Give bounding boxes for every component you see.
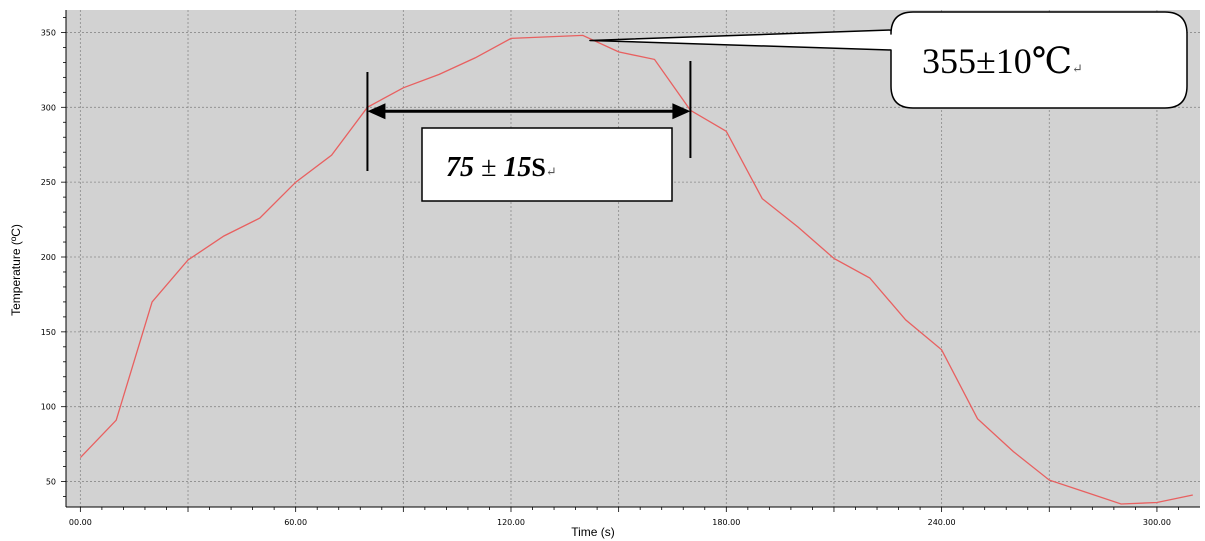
- y-tick-label: 300: [41, 103, 56, 112]
- x-tick-label: 120.00: [497, 518, 525, 527]
- x-tick-label: 60.00: [284, 518, 307, 527]
- duration-pm: ±: [481, 152, 496, 183]
- duration-value: 15: [503, 152, 531, 183]
- y-tick-label: 250: [41, 178, 56, 187]
- axes: [61, 10, 1200, 512]
- y-tick-label: 100: [41, 403, 56, 412]
- duration-arrowhead-right: [672, 103, 691, 120]
- peak-number: 355: [922, 41, 976, 81]
- x-tick-label: 300.00: [1143, 518, 1171, 527]
- peak-value: 10: [996, 41, 1032, 81]
- peak-return-mark: ↵: [1072, 61, 1083, 76]
- duration-number: 75: [446, 152, 474, 183]
- duration-return-mark: ↵: [546, 164, 557, 179]
- duration-unit: S: [531, 153, 545, 182]
- peak-callout: 355±10℃↵: [589, 11, 1188, 109]
- x-axis-title: Time (s): [571, 525, 615, 539]
- x-tick-label: 180.00: [712, 518, 740, 527]
- y-tick-label: 150: [41, 328, 56, 337]
- data-series: [79, 34, 1193, 505]
- x-tick-label: 240.00: [928, 518, 956, 527]
- x-tick-label: 00.00: [69, 518, 92, 527]
- peak-pm: ±: [976, 41, 996, 81]
- peak-callout-bubble: [589, 11, 1188, 109]
- duration-label-box: [421, 127, 673, 202]
- duration-annotation: 75 ± 15S↵: [366, 61, 692, 202]
- duration-label: 75 ± 15S↵: [446, 152, 557, 183]
- tick-labels: 00.00 60.00 120.00 180.00 240.00 300.00 50 100 1…: [41, 28, 1171, 527]
- peak-unit: ℃: [1032, 41, 1072, 81]
- y-tick-label: 50: [46, 478, 56, 487]
- y-tick-label: 200: [41, 253, 56, 262]
- y-tick-label: 350: [41, 28, 56, 37]
- y-axis-title: Temperature (ºC): [9, 224, 23, 316]
- temperature-line: [79, 34, 1193, 505]
- peak-callout-label: 355±10℃↵: [922, 41, 1083, 81]
- duration-arrowhead-left: [367, 103, 386, 120]
